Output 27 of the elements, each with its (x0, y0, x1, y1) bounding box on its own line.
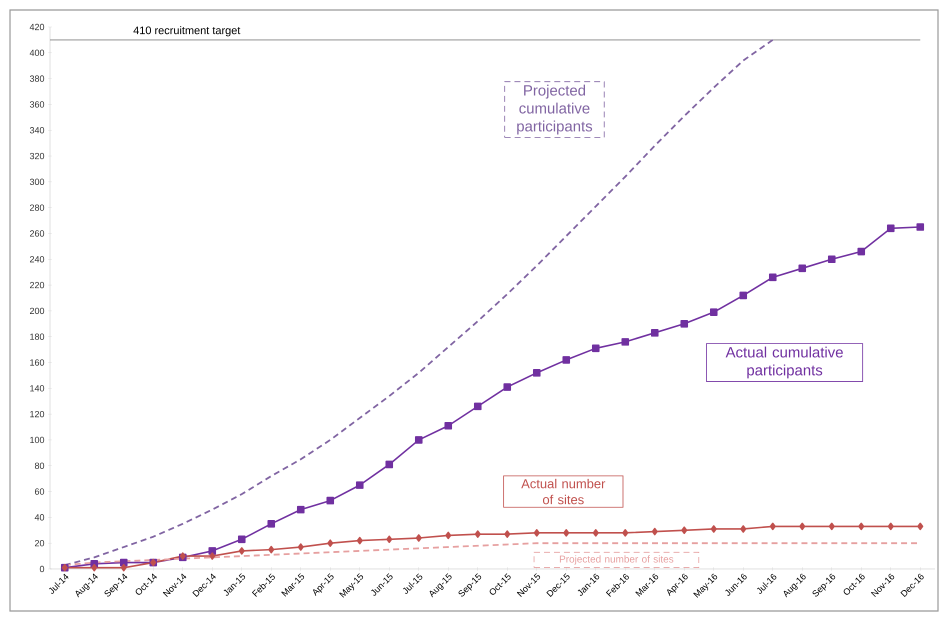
y-tick-label: 0 (40, 566, 44, 572)
text: Actual number of sites (521, 478, 606, 504)
y-tick-label: 280 (30, 204, 44, 211)
y-tick-label: 40 (34, 514, 44, 521)
y-tick-label: 80 (34, 462, 44, 469)
y-tick-label: 400 (30, 50, 44, 56)
y-tick-label: 60 (34, 488, 44, 495)
y-tick-label: 360 (30, 101, 44, 108)
y-tick-label: 100 (30, 436, 44, 444)
y-tick-label: 120 (30, 410, 44, 418)
y-tick-label: 300 (30, 178, 44, 186)
y-tick-label: 420 (30, 24, 44, 30)
text: Projected cumulative participants (517, 84, 592, 134)
text: Actual cumulative participants (726, 346, 843, 378)
y-tick-label: 200 (30, 308, 44, 314)
y-tick-label: 260 (30, 230, 44, 237)
y-tick-label: 380 (30, 75, 44, 82)
y-tick-label: 140 (30, 385, 44, 392)
y-tick-label: 20 (34, 540, 44, 546)
series-label: Projected number of sites (560, 555, 674, 565)
y-tick-label: 180 (30, 334, 44, 340)
y-tick-label: 340 (30, 127, 44, 134)
y-tick-label: 240 (30, 256, 44, 262)
y-tick-label: 220 (30, 282, 44, 288)
y-tick-label: 160 (30, 359, 44, 366)
ref-line-label: 410 recruitment target (133, 26, 240, 36)
y-tick-label: 320 (30, 152, 44, 160)
